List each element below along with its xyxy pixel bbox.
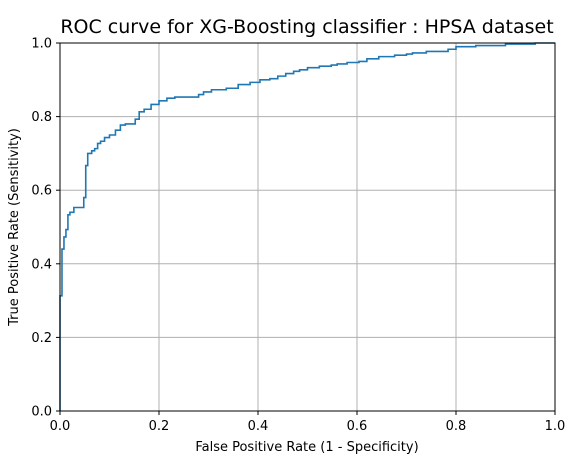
plot-background <box>60 43 555 411</box>
y-axis-label: True Positive Rate (Sensitivity) <box>7 128 22 327</box>
x-axis-label: False Positive Rate (1 - Specificity) <box>195 440 418 455</box>
chart-title: ROC curve for XG-Boosting classifier : H… <box>60 16 553 38</box>
y-tick-label: 1.0 <box>31 37 52 52</box>
roc-curve-line <box>59 42 555 411</box>
y-tick-label: 0.2 <box>31 331 52 346</box>
x-tick-label: 0.4 <box>248 419 269 434</box>
x-axis-ticks: 0.0 0.2 0.4 0.6 0.8 1.0 <box>50 411 566 434</box>
plot-frame <box>59 42 556 412</box>
grid-lines <box>59 42 556 412</box>
y-axis-ticks: 0.0 0.2 0.4 0.6 0.8 1.0 <box>31 37 60 420</box>
x-tick-label: 1.0 <box>545 419 566 434</box>
y-tick-label: 0.0 <box>31 405 52 420</box>
series-layer <box>59 42 555 411</box>
x-tick-label: 0.2 <box>149 419 170 434</box>
x-tick-label: 0.6 <box>347 419 368 434</box>
y-tick-label: 0.4 <box>31 257 52 272</box>
y-tick-label: 0.6 <box>31 184 52 199</box>
x-tick-label: 0.0 <box>50 419 71 434</box>
y-tick-label: 0.8 <box>31 110 52 125</box>
x-tick-label: 0.8 <box>446 419 467 434</box>
